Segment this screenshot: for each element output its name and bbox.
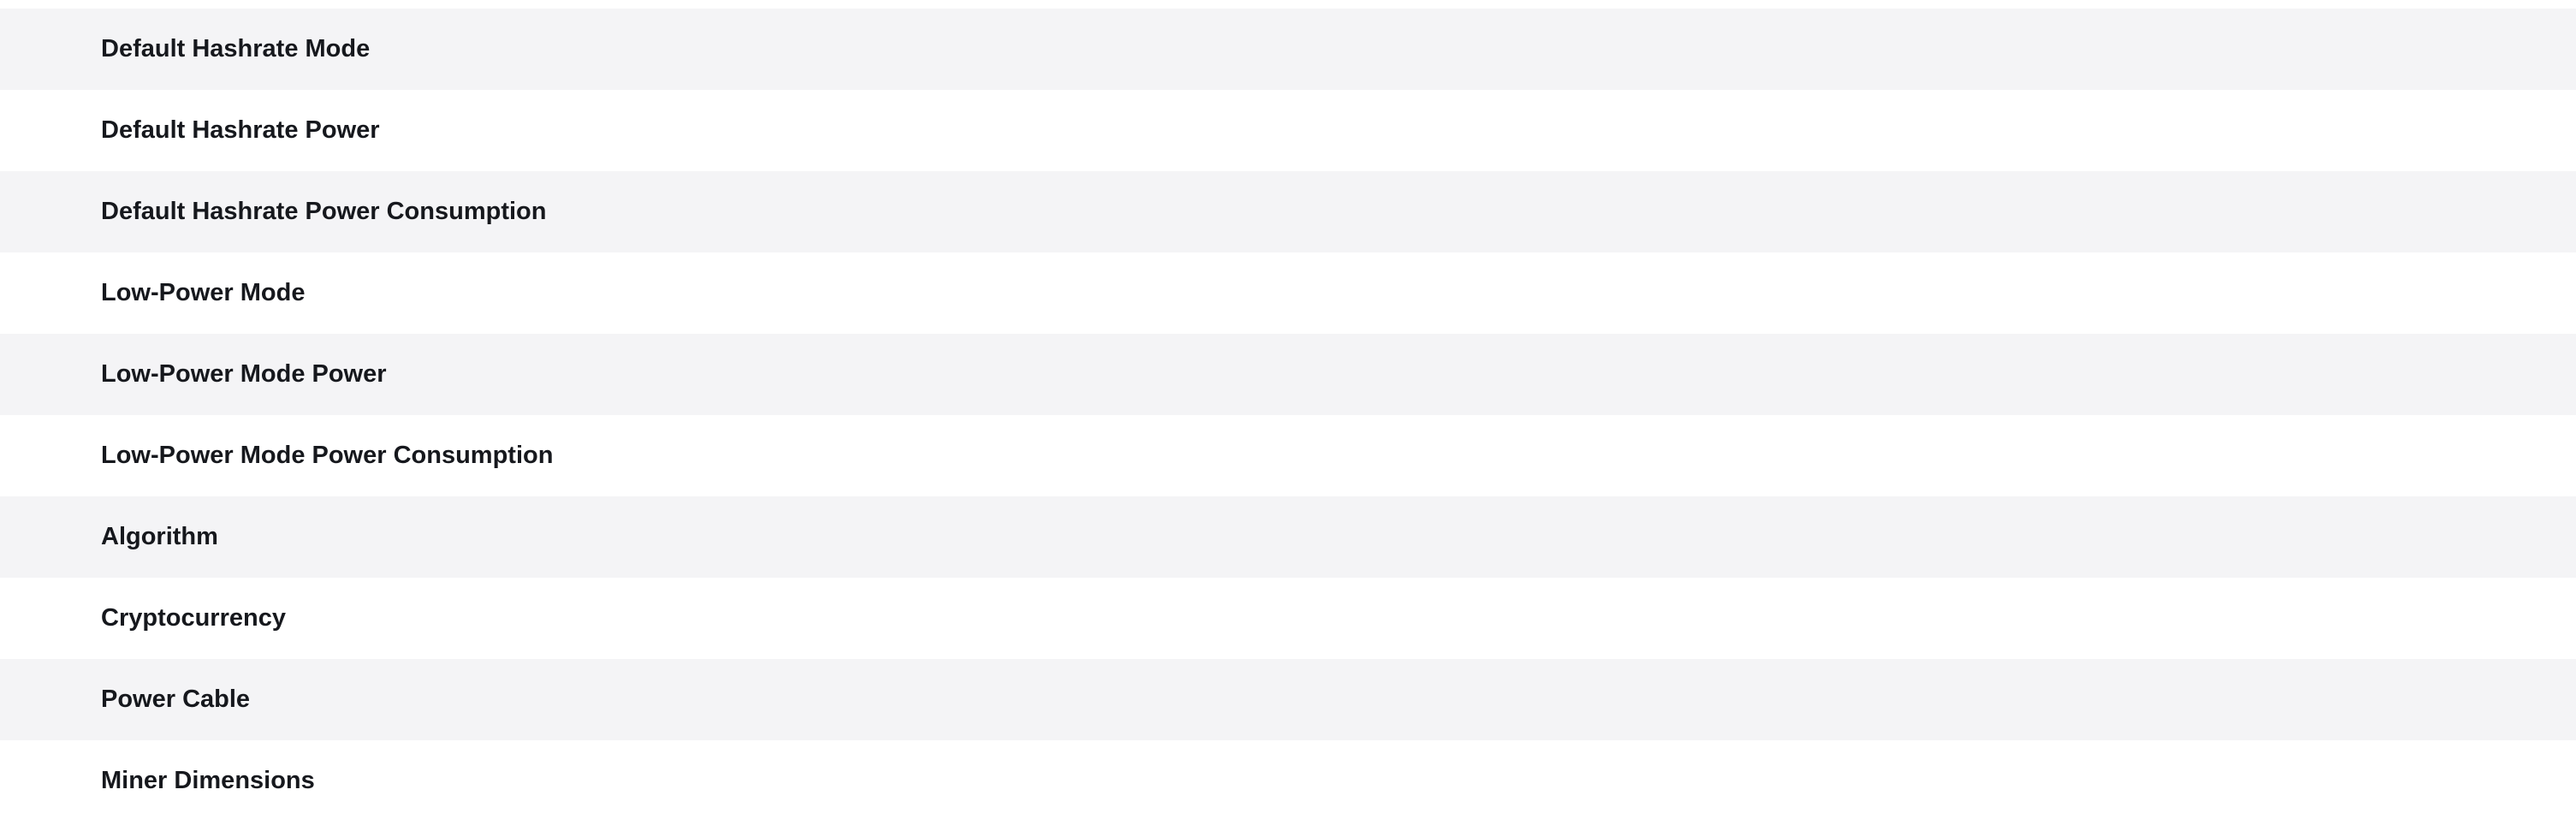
spec-value: 370*260*430mm <box>2304 90 2576 171</box>
table-row: Miner Dimensions 443*360*135mm <box>0 740 2576 822</box>
table-row: Default Hashrate Power 2000W±5%Package Di… <box>0 90 2576 171</box>
spec-value: 0~35℃ <box>2304 415 2576 496</box>
spec-label: Default Hashrate Power <box>101 116 380 145</box>
spec-value: 15.15kg <box>2304 9 2576 90</box>
spec-label: Package Dimensions <box>1614 90 2304 171</box>
table-row: Low-Power Mode Power -Connection PortDual… <box>0 334 2576 415</box>
spec-label: Algorithm <box>101 523 218 551</box>
spec-value: - <box>858 415 1614 496</box>
spec-value: ≤65% <box>2304 496 2576 578</box>
spec-label: Fan specifications <box>1614 659 2304 740</box>
spec-value: - <box>858 334 1614 415</box>
spec-label: Low-Power Mode Power <box>101 360 387 389</box>
table-row: Cryptocurrency $ALEOInput Voltage200~240V <box>0 578 2576 659</box>
spec-label: Package Weight <box>1614 171 2304 252</box>
spec-value: 200~240V <box>2304 578 2576 659</box>
spec-value: 8.696j/Mh <box>858 171 1614 252</box>
spec-value <box>2304 740 2576 822</box>
table-row: Low-Power Mode -Noise level≤60dB <box>0 252 2576 334</box>
spec-label: Connection Port <box>1614 334 2304 415</box>
spec-value: ≤60dB <box>2304 252 2576 334</box>
table-row: Low-Power Mode Power Consumption -Tempera… <box>0 415 2576 496</box>
spec-value: Dual-Mode <box>2304 334 2576 415</box>
specifications-table-body: Default Hashrate Mode 230MH/s±5%Miner Wei… <box>0 9 2576 822</box>
spec-label: Miner Dimensions <box>101 767 315 795</box>
spec-label: Low-Power Mode <box>101 279 306 307</box>
spec-value: zkSNARK <box>858 496 1614 578</box>
spec-label: Relative humidity <box>1614 496 2304 578</box>
table-row: Algorithm zkSNARKRelative humidity≤65% <box>0 496 2576 578</box>
spec-label: Miner Weight <box>1614 9 2304 90</box>
spec-value: - <box>858 252 1614 334</box>
spec-value: 443*360*135mm <box>858 740 1614 822</box>
spec-label <box>1614 740 2304 822</box>
spec-label: Input Voltage <box>1614 578 2304 659</box>
spec-value: 230MH/s±5% <box>858 9 1614 90</box>
spec-value: 18.5kg <box>2304 171 2576 252</box>
spec-value: $ALEO <box>858 578 1614 659</box>
spec-label: Noise level <box>1614 252 2304 334</box>
spec-value: 16A <box>858 659 1614 740</box>
spec-label: Cryptocurrency <box>101 604 286 632</box>
spec-label: Default Hashrate Mode <box>101 35 371 63</box>
spec-label: Power Cable <box>101 686 251 714</box>
table-row: Power Cable 16AFan specifications3600rpm <box>0 659 2576 740</box>
table-row: Default Hashrate Mode 230MH/s±5%Miner Wei… <box>0 9 2576 90</box>
spec-label: Temperature <box>1614 415 2304 496</box>
spec-label: Low-Power Mode Power Consumption <box>101 442 554 470</box>
spec-label: Default Hashrate Power Consumption <box>101 198 547 226</box>
specifications-table: Default Hashrate Mode 230MH/s±5%Miner Wei… <box>0 9 2576 822</box>
spec-value: 2000W±5% <box>858 90 1614 171</box>
table-row: Default Hashrate Power Consumption 8.696j… <box>0 171 2576 252</box>
spec-value: 3600rpm <box>2304 659 2576 740</box>
